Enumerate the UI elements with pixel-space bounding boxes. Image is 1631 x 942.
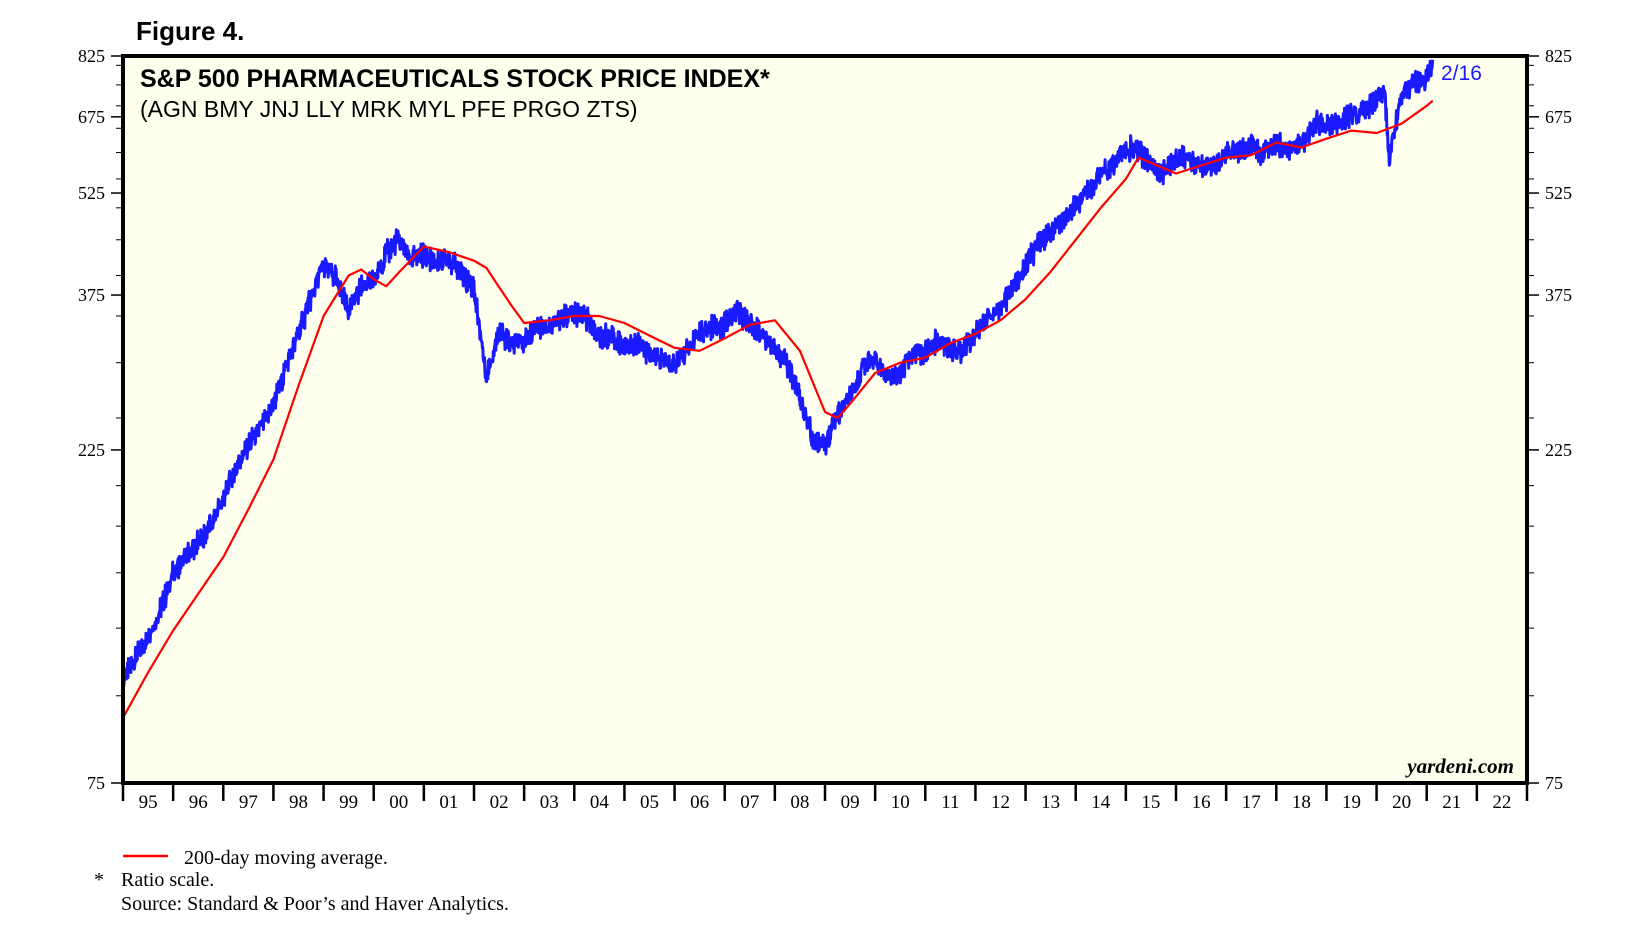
x-tick-label: 97: [239, 792, 258, 813]
y-tick-label-left: 225: [78, 440, 105, 460]
x-tick-label: 95: [139, 792, 158, 813]
x-tick-label: 21: [1442, 792, 1461, 813]
series-line-ma200: [122, 99, 1434, 719]
source-note: Source: Standard & Poor’s and Haver Anal…: [121, 893, 509, 915]
x-tick-label: 10: [891, 792, 910, 813]
x-tick-label: 13: [1041, 792, 1060, 813]
series-layer: [121, 59, 1435, 719]
x-tick-label: 22: [1492, 792, 1511, 813]
y-tick-label-left: 675: [78, 107, 105, 127]
x-tick-label: 03: [540, 792, 559, 813]
x-tick-label: 99: [339, 792, 358, 813]
x-tick-label: 15: [1141, 792, 1160, 813]
y-tick-label-right: 675: [1545, 107, 1572, 127]
y-tick-label-right: 75: [1545, 773, 1563, 793]
series-line-index: [121, 59, 1435, 688]
y-tick-label-right: 825: [1545, 46, 1572, 66]
x-tick-label: 00: [389, 792, 408, 813]
x-tick-label: 02: [490, 792, 509, 813]
y-tick-label-left: 525: [78, 183, 105, 203]
plot-background: [123, 56, 1527, 783]
y-tick-label-left: 825: [78, 46, 105, 66]
x-axis-labels: 95 96 97 98 99 00 01 02 03 04 05 06 07 08 09 10 11 12 13 14…: [139, 792, 1512, 813]
x-tick-label: 11: [941, 792, 959, 813]
x-tick-label: 09: [841, 792, 860, 813]
chart-title: S&P 500 PHARMACEUTICALS STOCK PRICE INDE…: [140, 65, 770, 93]
legend-label-ma200: 200-day moving average.: [184, 847, 388, 869]
x-tick-label: 96: [189, 792, 208, 813]
ratio-scale-note: Ratio scale.: [121, 869, 214, 891]
x-tick-label: 01: [439, 792, 458, 813]
x-tick-label: 18: [1292, 792, 1311, 813]
y-tick-label-right: 375: [1545, 285, 1572, 305]
y-tick-label-right: 225: [1545, 440, 1572, 460]
x-tick-label: 07: [740, 792, 759, 813]
x-tick-label: 19: [1342, 792, 1361, 813]
y-tick-label-left: 375: [78, 285, 105, 305]
figure-label: Figure 4.: [136, 16, 244, 46]
plot-frame: [121, 54, 1529, 785]
x-tick-label: 14: [1091, 792, 1111, 813]
ratio-marker: *: [94, 869, 104, 891]
watermark: yardeni.com: [1404, 754, 1514, 778]
x-tick-label: 06: [690, 792, 709, 813]
x-tick-label: 12: [991, 792, 1010, 813]
x-tick-label: 20: [1392, 792, 1411, 813]
x-tick-label: 04: [590, 792, 610, 813]
chart-subtitle: (AGN BMY JNJ LLY MRK MYL PFE PRGO ZTS): [140, 96, 638, 122]
y-tick-label-right: 525: [1545, 183, 1572, 203]
y-axis-labels: 75 75 225 225 375 375 525 525 675 675 825 825: [78, 46, 1572, 793]
x-tick-label: 08: [790, 792, 809, 813]
x-tick-label: 98: [289, 792, 308, 813]
x-tick-label: 05: [640, 792, 659, 813]
x-tick-label: 17: [1242, 792, 1261, 813]
x-tick-label: 16: [1192, 792, 1211, 813]
y-tick-label-left: 75: [87, 773, 105, 793]
last-date-annotation: 2/16: [1441, 62, 1482, 85]
